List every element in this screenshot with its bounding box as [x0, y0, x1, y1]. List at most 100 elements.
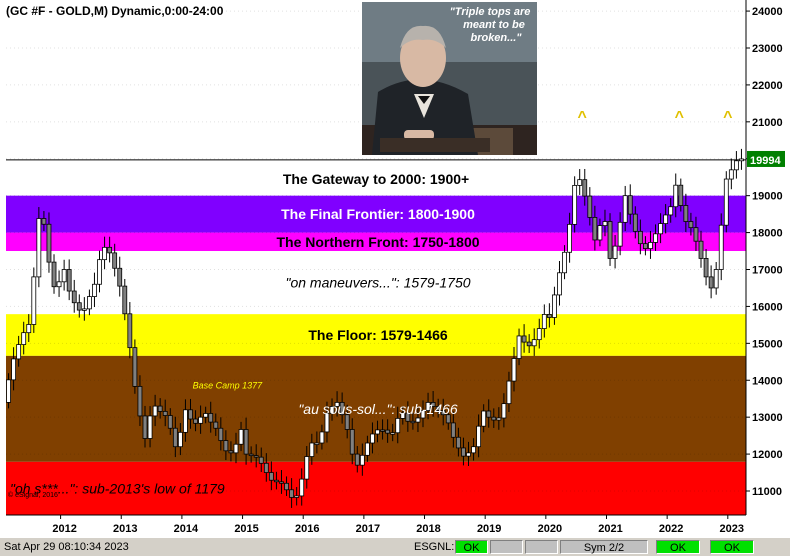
y-tick-label-7: 18000 — [752, 228, 783, 240]
candle-body-12 — [66, 269, 72, 292]
candle-body-47 — [243, 429, 249, 455]
candle-body-73 — [375, 429, 380, 435]
last-price-label: 19994 — [750, 155, 781, 167]
candle-body-113 — [577, 179, 583, 186]
quote-line-1: "Triple tops are — [450, 6, 531, 18]
candle-body-11 — [61, 269, 67, 283]
candle-body-107 — [546, 314, 552, 318]
candle-body-14 — [76, 302, 82, 311]
candle-body-87 — [445, 414, 451, 424]
candlesticks — [6, 148, 744, 508]
y-tick-label-6: 17000 — [752, 264, 783, 276]
candle-body-96 — [491, 416, 497, 421]
candle-body-145 — [739, 158, 744, 162]
candle-body-138 — [703, 258, 709, 278]
candle-body-64 — [329, 406, 335, 414]
candle-body-137 — [698, 240, 704, 259]
candle-body-30 — [157, 405, 163, 412]
y-tick-label-11: 22000 — [752, 80, 783, 92]
band-label-3: "on maneuvers...": 1579-1750 — [285, 275, 470, 291]
candle-body-37 — [193, 418, 198, 424]
candle-body-24 — [127, 313, 133, 349]
candle-body-50 — [258, 456, 264, 464]
candle-body-105 — [536, 328, 542, 341]
candle-body-9 — [51, 261, 57, 288]
status-symbol-count: Sym 2/2 — [560, 540, 648, 554]
candle-body-20 — [107, 246, 113, 254]
candle-body-127 — [648, 242, 653, 249]
y-tick-label-13: 24000 — [752, 6, 783, 18]
price-band-2 — [6, 232, 746, 252]
candle-body-92 — [471, 446, 476, 454]
candle-body-98 — [501, 403, 507, 419]
candle-body-70 — [359, 454, 365, 466]
candle-body-104 — [531, 339, 537, 347]
status-bar: Sat Apr 29 08:10:34 2023 ESGNL: OK Sym 2… — [0, 537, 790, 556]
y-tick-label-3: 14000 — [752, 375, 783, 387]
watermark: © eSignal, 2016 — [8, 491, 58, 499]
candle-body-17 — [92, 283, 97, 297]
candle-body-43 — [223, 440, 229, 452]
grid-lines — [6, 10, 746, 492]
candle-body-115 — [587, 195, 593, 218]
x-tick-label-10: 2022 — [659, 523, 683, 535]
candle-body-23 — [122, 285, 128, 315]
candle-body-134 — [683, 205, 689, 222]
candle-body-71 — [365, 442, 370, 456]
candle-body-79 — [405, 412, 411, 422]
candle-body-100 — [511, 358, 517, 382]
candle-body-84 — [430, 402, 436, 407]
chart-title: (GC #F - GOLD,M) Dynamic,0:00-24:00 — [6, 4, 224, 18]
status-feed-ok: OK — [455, 540, 488, 554]
candle-body-27 — [142, 415, 148, 439]
x-tick-label-1: 2013 — [113, 523, 137, 535]
candle-body-32 — [167, 415, 173, 429]
candle-body-129 — [658, 223, 663, 235]
candle-body-128 — [653, 233, 658, 243]
band-label-6: "oh s***...": sub-2013's low of 1179 — [10, 480, 225, 496]
x-tick-label-5: 2017 — [356, 523, 380, 535]
candle-body-97 — [496, 417, 502, 421]
quote-line-2: meant to be — [463, 19, 525, 31]
x-tick-label-9: 2021 — [598, 523, 622, 535]
price-band-3 — [6, 251, 746, 315]
gold-monthly-chart[interactable]: The Gateway to 2000: 1900+ The Final Fron… — [0, 0, 790, 537]
candle-body-95 — [486, 410, 492, 418]
triple-top-mark-2: ^ — [723, 109, 732, 126]
candle-body-142 — [723, 178, 729, 226]
candle-body-133 — [678, 184, 684, 206]
candle-body-106 — [541, 314, 547, 329]
candle-body-36 — [188, 409, 193, 420]
candle-body-75 — [385, 429, 391, 434]
candle-body-121 — [617, 221, 623, 247]
candle-body-63 — [324, 413, 330, 433]
triple-top-mark-1: ^ — [675, 109, 684, 126]
candle-body-83 — [425, 402, 431, 412]
annotation-0: Base Camp 1377 — [193, 381, 264, 391]
candle-body-91 — [466, 452, 471, 457]
candle-body-111 — [567, 223, 572, 253]
candle-body-65 — [334, 402, 340, 407]
price-band-5 — [6, 355, 746, 462]
x-tick-label-6: 2018 — [416, 523, 440, 535]
axes: 11000 12000 13000 14000 15000 16000 17000 18000… — [0, 0, 790, 537]
status-timestamp: Sat Apr 29 08:10:34 2023 — [4, 541, 129, 553]
x-axis-band — [0, 516, 790, 537]
candle-body-3 — [21, 332, 27, 345]
candle-body-8 — [46, 223, 52, 263]
candle-body-125 — [637, 230, 643, 245]
candle-body-41 — [213, 421, 219, 429]
candle-body-140 — [713, 269, 719, 289]
candle-body-90 — [461, 447, 466, 457]
candle-body-80 — [410, 420, 416, 424]
candle-body-77 — [395, 417, 401, 434]
candle-body-15 — [81, 308, 87, 311]
candle-body-40 — [208, 413, 214, 423]
candle-body-59 — [304, 456, 310, 480]
candle-body-48 — [248, 453, 254, 457]
x-tick-label-4: 2016 — [295, 523, 319, 535]
candle-body-136 — [693, 227, 699, 242]
candle-body-60 — [309, 442, 315, 457]
candle-body-33 — [172, 427, 178, 448]
